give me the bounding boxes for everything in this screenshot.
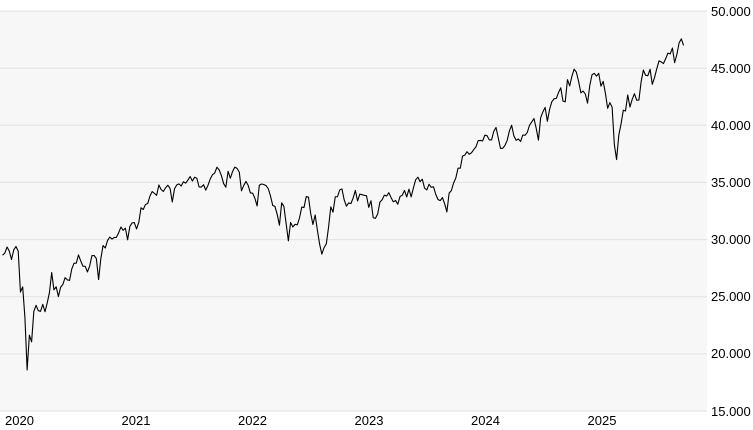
y-axis-label: 50.000 [711,3,751,19]
y-axis-label: 45.000 [711,60,751,76]
y-axis-label: 25.000 [711,289,751,305]
x-axis-label: 2020 [5,413,34,428]
x-axis-label: 2024 [471,413,500,428]
x-axis-label: 2022 [238,413,267,428]
x-axis-label: 2023 [354,413,384,428]
y-axis-label: 30.000 [711,232,751,248]
y-axis-label: 15.000 [711,403,751,419]
price-line [2,38,685,371]
y-axis-label: 40.000 [711,117,751,133]
plot-area [0,11,707,411]
y-axis-label: 20.000 [711,346,751,362]
y-axis-label: 35.000 [711,174,751,190]
x-axis-label: 2025 [587,413,617,428]
x-axis-label: 2021 [121,413,151,428]
